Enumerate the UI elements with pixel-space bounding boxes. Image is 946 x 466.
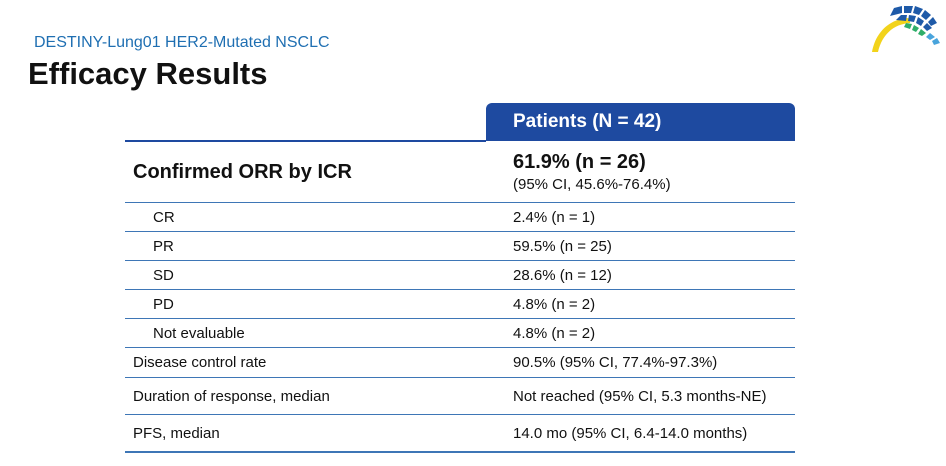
table-row: Disease control rate 90.5% (95% CI, 77.4…: [125, 347, 795, 378]
table-row-confirmed-orr: Confirmed ORR by ICR 61.9% (n = 26) (95%…: [125, 141, 795, 203]
row-value: 4.8% (n = 2): [486, 289, 795, 319]
table-header-row: Patients (N = 42): [125, 103, 795, 142]
row-label: PFS, median: [125, 414, 486, 453]
logo-arc-segment: [928, 17, 937, 26]
table-row: CR 2.4% (n = 1): [125, 202, 795, 232]
row-label: PR: [125, 231, 486, 261]
row-value: 14.0 mo (95% CI, 6.4-14.0 months): [486, 414, 795, 453]
row-label: Confirmed ORR by ICR: [125, 141, 486, 203]
logo-arc-segment: [904, 23, 912, 29]
table-row: PFS, median 14.0 mo (95% CI, 6.4-14.0 mo…: [125, 414, 795, 453]
logo-arc-segment: [923, 23, 932, 31]
efficacy-results-table: Patients (N = 42) Confirmed ORR by ICR 6…: [125, 103, 795, 453]
orr-ci: (95% CI, 45.6%-76.4%): [513, 175, 671, 193]
row-value: 28.6% (n = 12): [486, 260, 795, 290]
row-label: Not evaluable: [125, 318, 486, 348]
logo-arc-segment: [912, 25, 919, 32]
logo-arc-segment: [908, 15, 916, 22]
logo-yellow-arc: [872, 18, 910, 52]
table-header-spacer: [125, 103, 486, 142]
row-value: Not reached (95% CI, 5.3 months-NE): [486, 377, 795, 415]
row-label: Duration of response, median: [125, 377, 486, 415]
logo-arc-segment: [926, 33, 935, 40]
row-value: 4.8% (n = 2): [486, 318, 795, 348]
slide-title: Efficacy Results: [28, 56, 268, 91]
orr-value: 61.9% (n = 26): [513, 150, 646, 173]
slide-subtitle: DESTINY-Lung01 HER2-Mutated NSCLC: [34, 34, 330, 51]
table-row: PD 4.8% (n = 2): [125, 289, 795, 319]
row-value: 59.5% (n = 25): [486, 231, 795, 261]
row-value: 2.4% (n = 1): [486, 202, 795, 232]
row-label: SD: [125, 260, 486, 290]
logo-arc-segment: [896, 15, 907, 21]
row-label: PD: [125, 289, 486, 319]
row-value: 90.5% (95% CI, 77.4%-97.3%): [486, 347, 795, 378]
column-header-patients: Patients (N = 42): [486, 103, 795, 141]
logo-arc-segment: [921, 10, 931, 20]
row-value: 61.9% (n = 26) (95% CI, 45.6%-76.4%): [486, 141, 795, 203]
congress-arc-logo-icon: [872, 6, 940, 52]
logo-arc-segment: [913, 6, 923, 15]
logo-arc-segment: [932, 38, 940, 45]
logo-arc-segment: [916, 17, 924, 26]
logo-arc-segment: [890, 6, 902, 16]
logo-arc-segment: [918, 29, 926, 36]
row-label: Disease control rate: [125, 347, 486, 378]
table-row: PR 59.5% (n = 25): [125, 231, 795, 261]
row-label: CR: [125, 202, 486, 232]
table-row: SD 28.6% (n = 12): [125, 260, 795, 290]
table-row: Duration of response, median Not reached…: [125, 377, 795, 415]
table-row: Not evaluable 4.8% (n = 2): [125, 318, 795, 348]
logo-arc-segment: [904, 6, 913, 13]
